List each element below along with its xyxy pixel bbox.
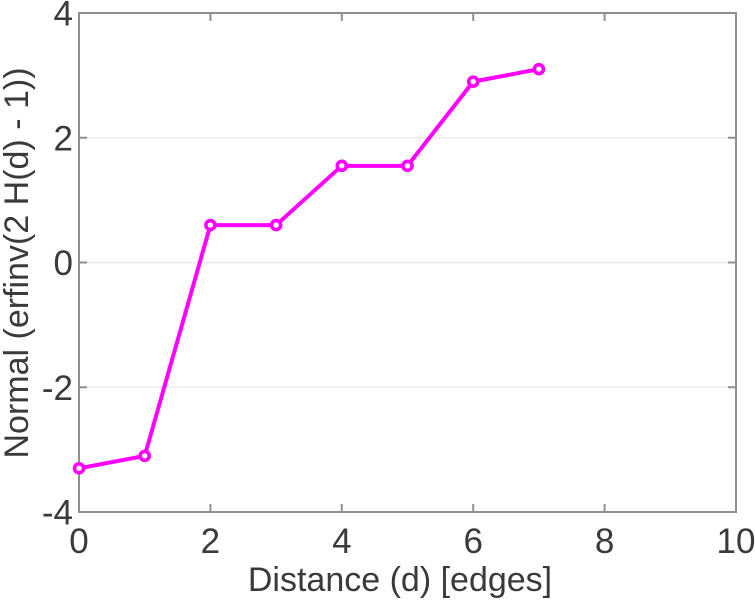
y-tick-label: 2 [54,119,73,158]
x-tick-label: 2 [201,522,220,561]
gridlines [79,136,736,389]
y-tick-label: -4 [42,494,73,533]
tick-labels: 0 2 4 6 8 10 -4 -2 0 2 4 [42,0,755,561]
data-point-marker [466,75,480,88]
x-tick-label: 8 [595,522,614,561]
data-point-marker [138,449,151,463]
data-point-marker [401,159,414,173]
data-point-markers [72,62,546,475]
x-tick-label: 6 [463,522,482,561]
data-point-marker [72,462,86,475]
x-tick-label: 0 [69,522,88,561]
data-point-marker [335,159,349,173]
plot-border-box [78,12,737,513]
data-point-marker [532,62,546,76]
data-point-marker [204,218,217,232]
y-tick-label: 4 [54,0,73,34]
data-line-series [77,67,541,471]
x-tick-label: 4 [332,522,351,561]
y-axis-label: Normal (erfinv(2 H(d) - 1)) [0,67,36,458]
data-point-marker [269,218,283,232]
y-tick-label: 0 [54,244,73,283]
x-axis-label: Distance (d) [edges] [248,561,552,599]
y-tick-label: -2 [42,369,73,408]
x-tick-label: 10 [717,522,755,561]
